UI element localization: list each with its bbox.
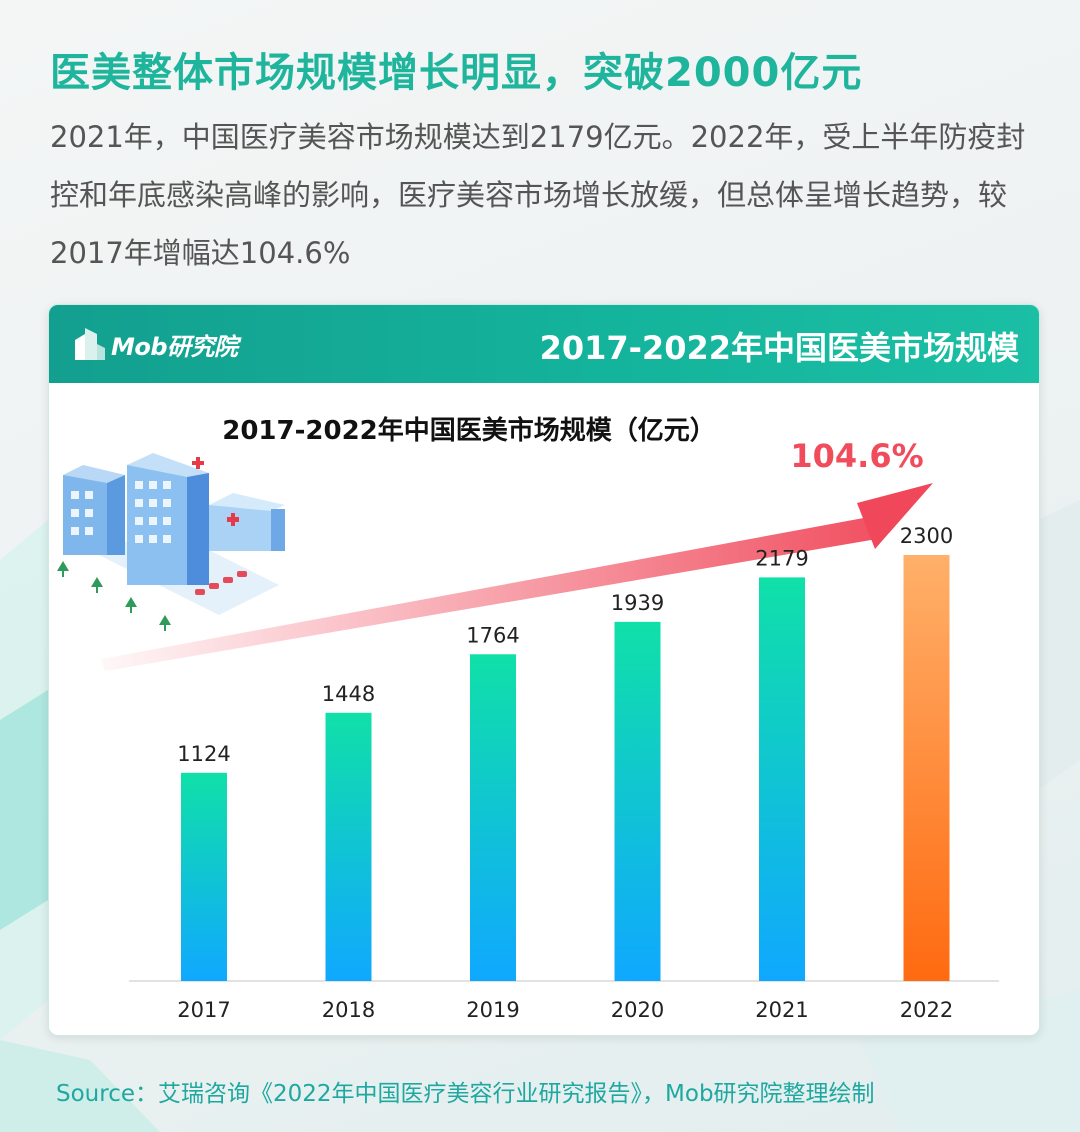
chart-card: Mob研究院 2017-2022年中国医美市场规模	[48, 304, 1040, 1036]
card-title: 2017-2022年中国医美市场规模	[539, 329, 1019, 367]
chart-title: 2017-2022年中国医美市场规模（亿元）	[222, 415, 716, 446]
bar-2019	[470, 654, 516, 981]
building-logo-icon	[75, 328, 105, 360]
x-tick-label-2020: 2020	[611, 998, 664, 1022]
value-label-2020: 1939	[611, 591, 664, 615]
bar-chart: 104.6% 2017-2022年中国医美市场规模（亿元） 1124 2017 14…	[57, 415, 999, 1022]
growth-arrow	[101, 517, 877, 671]
bar-2022	[903, 555, 950, 981]
x-tick-label-2021: 2021	[755, 998, 808, 1022]
value-label-2017: 1124	[177, 742, 230, 766]
bar-2018	[325, 712, 372, 981]
brand: Mob研究院	[71, 323, 238, 365]
growth-annotation: 104.6%	[790, 437, 923, 475]
bar-2020	[614, 621, 661, 981]
intro-paragraph: 2021年，中国医疗美容市场规模达到2179亿元。2022年，受上半年防疫封控和…	[50, 120, 1026, 270]
bar-series: 1124 2017 1448 2018 1764 2019 1939 2020 2179 2021…	[177, 524, 953, 1022]
value-label-2021: 2179	[755, 546, 808, 570]
x-tick-label-2022: 2022	[900, 998, 953, 1022]
growth-arrow-head	[857, 483, 933, 549]
x-tick-label-2018: 2018	[322, 998, 375, 1022]
card-header: Mob研究院 2017-2022年中国医美市场规模	[49, 305, 1039, 383]
hospital-buildings-icon	[57, 453, 285, 631]
headline: 医美整体市场规模增长明显，突破2000亿元	[50, 50, 863, 96]
source-note: Source：艾瑞咨询《2022年中国医疗美容行业研究报告》，Mob研究院整理绘…	[56, 1081, 875, 1107]
value-label-2018: 1448	[322, 682, 375, 706]
brand-name: Mob研究院	[111, 332, 238, 361]
bar-2021	[759, 577, 805, 981]
value-label-2019: 1764	[466, 623, 519, 647]
x-tick-label-2017: 2017	[177, 998, 230, 1022]
bar-2017	[181, 772, 227, 981]
x-tick-label-2019: 2019	[466, 998, 519, 1022]
value-label-2022: 2300	[900, 524, 953, 548]
